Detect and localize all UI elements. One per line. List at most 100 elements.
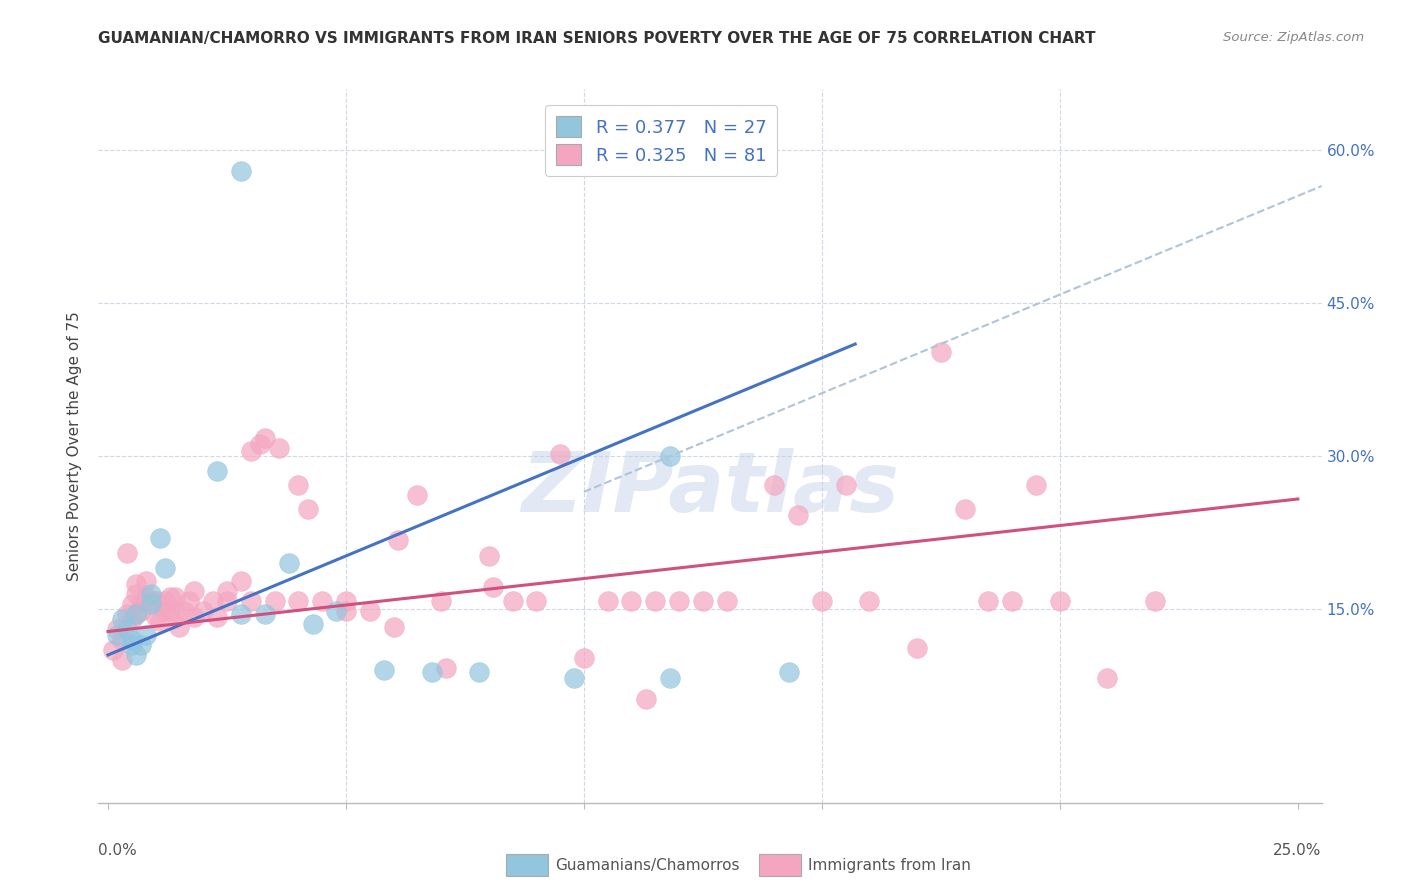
Point [135,590,157,604]
Point [692,594,714,608]
Point [163,590,186,604]
Text: Immigrants from Iran: Immigrants from Iran [808,858,972,872]
Point [153,561,176,575]
Point [548,447,571,461]
Point [716,594,738,608]
Point [231,163,253,178]
Point [468,665,491,680]
Text: Guamanians/Chamorros: Guamanians/Chamorros [555,858,740,872]
Point [163,604,186,618]
Text: Source: ZipAtlas.com: Source: ZipAtlas.com [1223,31,1364,45]
Point [231,574,253,588]
Point [115,546,138,560]
Point [125,648,148,662]
Point [111,653,134,667]
Point [763,477,786,491]
Point [129,638,152,652]
Point [215,583,238,598]
Text: 25.0%: 25.0% [1274,843,1322,858]
Y-axis label: Seniors Poverty Over the Age of 75: Seniors Poverty Over the Age of 75 [67,311,83,581]
Point [430,594,453,608]
Point [139,587,162,601]
Point [1025,477,1047,491]
Text: ZIPatlas: ZIPatlas [522,449,898,529]
Point [149,615,172,629]
Point [115,623,138,637]
Point [1001,594,1024,608]
Point [373,663,395,677]
Point [121,632,143,647]
Point [269,441,291,455]
Point [207,610,229,624]
Point [668,594,690,608]
Point [658,672,681,686]
Point [420,665,443,680]
Point [101,643,124,657]
Point [325,604,347,618]
Point [263,594,285,608]
Point [215,594,238,608]
Point [644,594,666,608]
Point [121,597,143,611]
Point [287,477,309,491]
Point [159,590,181,604]
Point [406,488,429,502]
Point [287,594,309,608]
Point [121,612,143,626]
Point [201,594,224,608]
Text: GUAMANIAN/CHAMORRO VS IMMIGRANTS FROM IRAN SENIORS POVERTY OVER THE AGE OF 75 CO: GUAMANIAN/CHAMORRO VS IMMIGRANTS FROM IR… [98,31,1095,46]
Point [335,604,357,618]
Point [478,549,501,563]
Point [1049,594,1071,608]
Point [149,531,172,545]
Point [139,594,162,608]
Point [169,620,191,634]
Point [977,594,1000,608]
Point [658,449,681,463]
Point [858,594,880,608]
Point [1097,672,1119,686]
Point [125,576,148,591]
Point [620,594,643,608]
Point [249,437,271,451]
Point [953,502,976,516]
Point [115,607,138,622]
Point [387,533,409,547]
Point [177,594,200,608]
Point [277,556,299,570]
Point [253,431,276,445]
Point [125,607,148,622]
Point [297,502,319,516]
Point [382,620,405,634]
Point [905,640,928,655]
Point [153,594,176,608]
Point [129,604,152,618]
Point [207,465,229,479]
Point [787,508,810,523]
Point [811,594,834,608]
Point [1144,594,1167,608]
Point [111,612,134,626]
Point [121,638,143,652]
Point [183,583,205,598]
Point [145,594,167,608]
Point [183,610,205,624]
Point [135,574,157,588]
Point [125,607,148,622]
Point [596,594,619,608]
Text: 0.0%: 0.0% [98,843,138,858]
Point [159,604,181,618]
Point [502,594,524,608]
Point [145,610,167,624]
Point [572,651,595,665]
Point [929,345,952,359]
Point [153,604,176,618]
Point [434,661,457,675]
Point [482,580,505,594]
Point [125,587,148,601]
Point [301,617,323,632]
Point [335,594,357,608]
Point [129,597,152,611]
Point [524,594,547,608]
Point [564,672,586,686]
